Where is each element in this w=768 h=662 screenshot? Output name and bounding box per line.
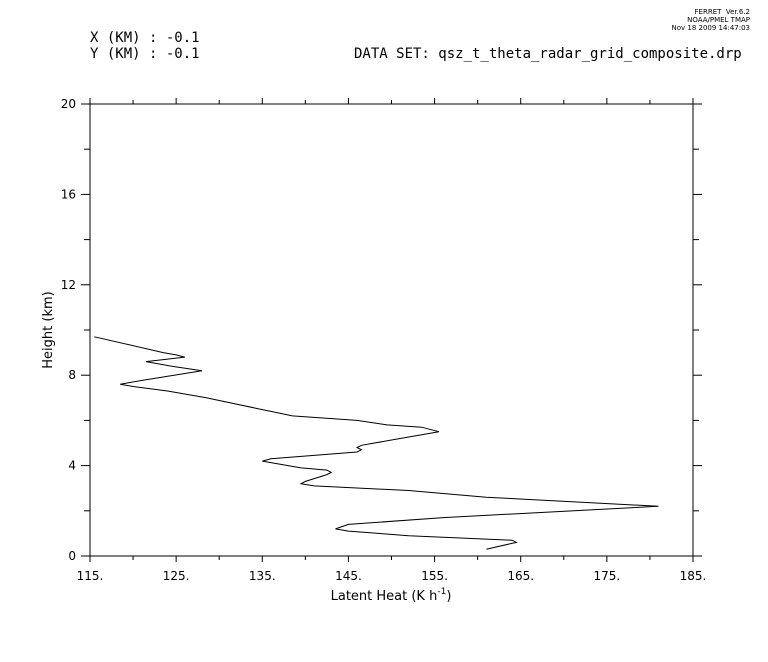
- stamp-line: Nov 18 2009 14:47:03: [671, 24, 751, 32]
- stamp-line: FERRET Ver.6.2: [694, 8, 750, 16]
- y-tick-label: 16: [61, 187, 76, 201]
- x-axis-title-close: ): [446, 589, 451, 604]
- y-tick-label: 12: [61, 278, 76, 292]
- latent-heat-profile-line: [94, 336, 659, 550]
- tick-labels: 115. 125. 135. 145. 155. 165. 175. 185. 0 4 8 12 16 2…: [61, 97, 707, 583]
- y-tick-label: 4: [68, 459, 76, 473]
- y-tick-label: 8: [68, 368, 76, 382]
- x-axis-title-sup: -1: [437, 587, 446, 597]
- axis-ticks: [81, 98, 702, 562]
- x-tick-label: 135.: [249, 569, 276, 583]
- y-axis-title: Height (km): [41, 291, 56, 368]
- y-coordinate-label: Y (KM) : -0.1: [90, 46, 200, 62]
- x-axis-title-text: Latent Heat (K h: [331, 589, 438, 604]
- y-tick-label: 0: [68, 549, 76, 563]
- x-tick-label: 125.: [163, 569, 190, 583]
- x-tick-label: 165.: [507, 569, 534, 583]
- dataset-label: DATA SET: qsz_t_theta_radar_grid_composi…: [354, 46, 742, 62]
- x-tick-label: 155.: [421, 569, 448, 583]
- x-tick-label: 145.: [335, 569, 362, 583]
- x-tick-label: 185.: [680, 569, 707, 583]
- x-axis-title: Latent Heat (K h-1): [331, 587, 452, 604]
- ferret-stamp: FERRET Ver.6.2 NOAA/PMEL TMAP Nov 18 200…: [672, 8, 751, 32]
- y-tick-label: 20: [61, 97, 76, 111]
- plot-frame: [89, 103, 694, 557]
- x-tick-label: 115.: [77, 569, 104, 583]
- x-coordinate-label: X (KM) : -0.1: [90, 30, 200, 46]
- x-tick-label: 175.: [593, 569, 620, 583]
- stamp-line: NOAA/PMEL TMAP: [687, 16, 750, 24]
